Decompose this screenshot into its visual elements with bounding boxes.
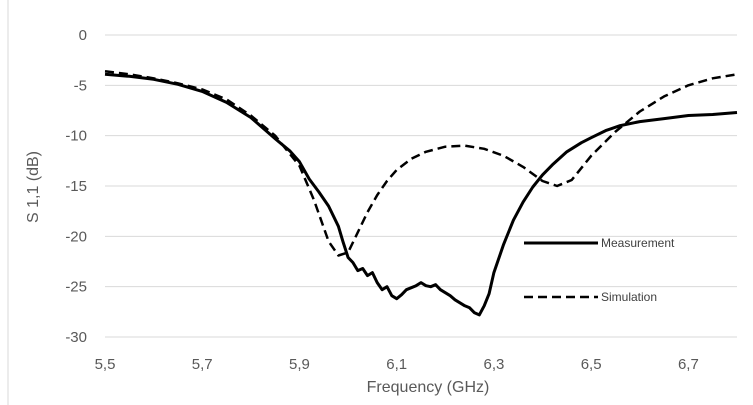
legend-label-simulation: Simulation	[601, 290, 657, 304]
y-tick-label: -5	[74, 77, 87, 94]
gridlines	[105, 34, 737, 338]
x-tick-labels: 5,5 5,7 5,9 6,1 6,3 6,5 6,7	[95, 356, 699, 373]
x-tick-label: 6,1	[386, 356, 407, 373]
y-axis-title: S 1,1 (dB)	[25, 151, 42, 223]
series-line-simulation	[104, 69, 738, 257]
x-axis-title: Frequency (GHz)	[367, 379, 490, 396]
x-tick-label: 6,5	[581, 356, 602, 373]
y-tick-label: 0	[79, 27, 87, 44]
x-tick-label: 6,3	[483, 356, 504, 373]
y-tick-label: -30	[65, 329, 87, 346]
y-tick-labels: 0 -5 -10 -15 -20 -25 -30	[65, 27, 87, 346]
y-tick-label: -25	[65, 279, 87, 296]
series-group	[104, 69, 738, 317]
y-tick-label: -10	[65, 128, 87, 145]
x-tick-label: 6,7	[678, 356, 699, 373]
series-line-measurement	[104, 72, 738, 317]
x-tick-label: 5,7	[192, 356, 213, 373]
legend-label-measurement: Measurement	[601, 236, 675, 250]
legend: Measurement Simulation	[524, 236, 675, 304]
x-tick-label: 5,9	[289, 356, 310, 373]
y-tick-label: -15	[65, 178, 87, 195]
y-tick-label: -20	[65, 228, 87, 245]
x-tick-label: 5,5	[95, 356, 116, 373]
